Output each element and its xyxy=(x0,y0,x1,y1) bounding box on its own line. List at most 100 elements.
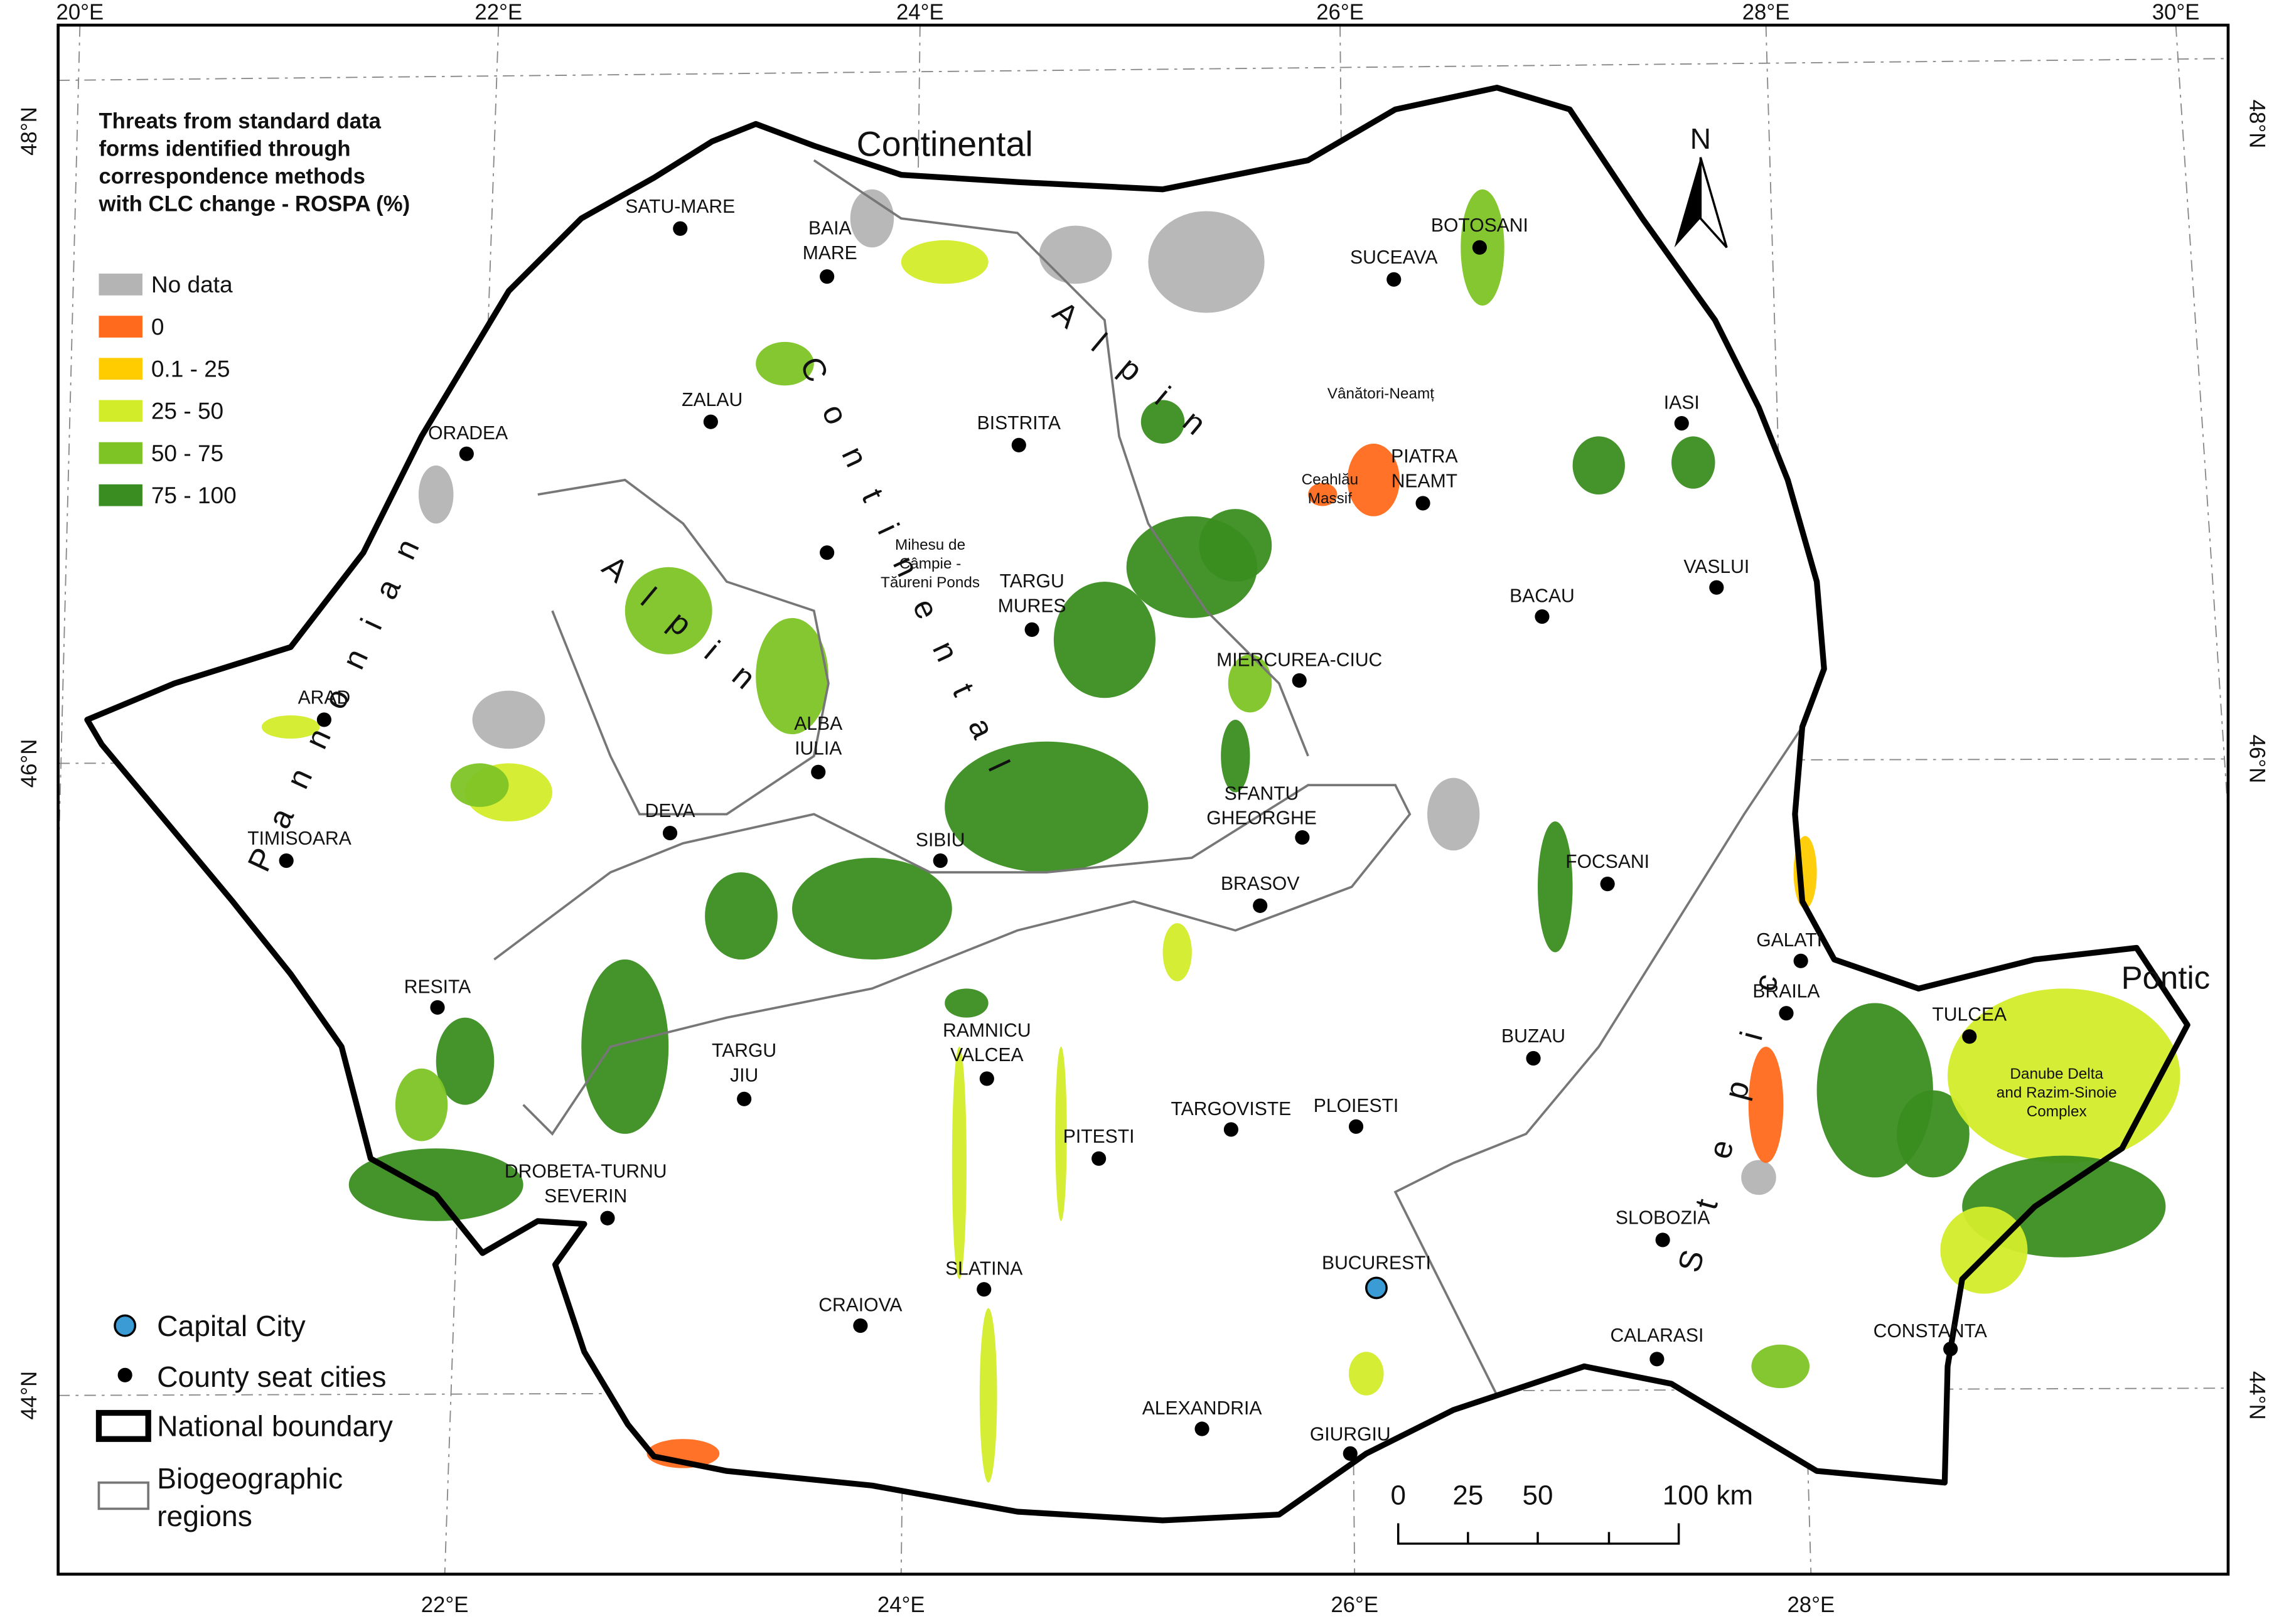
county-seat xyxy=(853,1318,868,1333)
city-label: SEVERIN xyxy=(544,1186,627,1207)
city-label: BRAILA xyxy=(1752,981,1820,1002)
habitat-patch xyxy=(1572,436,1625,495)
legend-label: No data xyxy=(151,271,233,297)
graticule-line xyxy=(57,25,81,873)
habitat-patch xyxy=(1221,719,1250,793)
city-label: PLOIESTI xyxy=(1314,1096,1398,1116)
north-arrow xyxy=(1674,157,1701,248)
legend-title: with CLC change - ROSPA (%) xyxy=(98,192,410,216)
legend-title: correspondence methods xyxy=(99,164,365,188)
habitat-patch xyxy=(581,959,669,1134)
city-label: GIURGIU xyxy=(1310,1424,1391,1445)
legend-region-symbol xyxy=(97,1481,150,1510)
county-seat xyxy=(703,414,718,429)
city-label: GALATI xyxy=(1756,930,1822,951)
county-seat xyxy=(1295,830,1310,845)
city-label: ALEXANDRIA xyxy=(1142,1398,1263,1419)
graticule-label: 48°N xyxy=(18,107,41,156)
habitat-patch xyxy=(450,763,509,807)
legend-label: 0.1 - 25 xyxy=(151,355,230,382)
graticule-line xyxy=(444,25,500,1574)
county-seat xyxy=(1223,1122,1238,1137)
city-label: PITESTI xyxy=(1063,1126,1135,1147)
city-label: DEVA xyxy=(645,801,696,821)
county-seat xyxy=(430,1000,445,1015)
city-label: BUZAU xyxy=(1501,1026,1565,1047)
county-seat xyxy=(662,825,678,841)
habitat-patch xyxy=(472,690,545,749)
habitat-patch xyxy=(1162,923,1192,981)
county-seat xyxy=(979,1071,994,1086)
habitat-patch xyxy=(1896,1090,1970,1178)
habitat-patch xyxy=(1741,1160,1776,1195)
protected-area-label: and Razim-Sinoie xyxy=(1997,1084,2117,1101)
protected-area-label: Mihesu de xyxy=(895,537,965,553)
protected-area-label: Tăureni Ponds xyxy=(881,574,980,591)
graticule-label: 22°E xyxy=(421,1593,469,1617)
city-label: VASLUI xyxy=(1683,557,1749,577)
city-label: BACAU xyxy=(1510,585,1575,606)
county-seat xyxy=(600,1210,615,1226)
county-seat xyxy=(933,853,948,868)
legend-title: forms identified through xyxy=(99,137,350,161)
region-boundary xyxy=(813,159,1309,757)
region-boundary xyxy=(537,478,830,816)
county-seat xyxy=(977,1282,992,1297)
city-label: VALCEA xyxy=(950,1045,1024,1066)
habitat-patch xyxy=(1427,777,1480,851)
graticule-label: 46°N xyxy=(2245,735,2269,784)
graticule-line xyxy=(58,758,2228,764)
habitat-patch xyxy=(418,465,454,524)
city-label: PIATRA xyxy=(1391,446,1458,467)
county-seat xyxy=(820,269,835,284)
legend-county-symbol xyxy=(117,1367,132,1382)
habitat-patch xyxy=(1148,211,1265,313)
protected-area-label: Vânători-Neamț xyxy=(1327,385,1434,402)
scale-label: 50 xyxy=(1523,1480,1553,1510)
county-seat xyxy=(1526,1050,1541,1066)
legend-label: County seat cities xyxy=(157,1360,386,1393)
city-label: IULIA xyxy=(795,739,842,759)
county-seat xyxy=(279,853,294,868)
legend-label: National boundary xyxy=(157,1410,394,1443)
habitat-patch xyxy=(901,240,989,284)
city-label: RESITA xyxy=(404,976,471,997)
graticule-line xyxy=(2175,24,2229,815)
city-label: TARGU xyxy=(1000,571,1064,592)
region-label: Pontic xyxy=(2121,959,2211,995)
north-label: N xyxy=(1690,122,1711,155)
habitat-patch xyxy=(979,1308,997,1483)
graticule-label: 24°E xyxy=(896,1,944,24)
graticule-line xyxy=(58,58,2228,81)
north-arrow xyxy=(1699,157,1728,248)
legend-label: regions xyxy=(157,1500,252,1532)
city-label: BUCURESTI xyxy=(1322,1253,1431,1273)
city-label: CALARASI xyxy=(1610,1325,1703,1346)
city-label: IASI xyxy=(1664,392,1700,413)
county-seat xyxy=(673,221,688,236)
legend-swatch xyxy=(99,484,142,506)
county-seat xyxy=(1343,1446,1358,1461)
habitat-patch xyxy=(1948,988,2180,1163)
graticule-label: 22°E xyxy=(475,1,522,24)
city-label: TARGOVISTE xyxy=(1171,1099,1292,1119)
city-label: MIERCUREA-CIUC xyxy=(1216,649,1382,670)
county-seat xyxy=(1600,877,1615,892)
city-label: BAIA xyxy=(808,218,852,239)
county-seat xyxy=(1472,240,1487,255)
habitat-patch xyxy=(436,1017,495,1105)
habitat-patch xyxy=(348,1148,523,1221)
city-label: BISTRITA xyxy=(977,413,1061,434)
legend-label: 25 - 50 xyxy=(151,398,223,424)
habitat-patch xyxy=(1537,821,1573,953)
habitat-patch xyxy=(1348,1352,1384,1396)
graticule-label: 46°N xyxy=(18,739,41,788)
habitat-patch xyxy=(792,857,952,960)
habitat-patch xyxy=(952,1046,967,1279)
habitat-patch xyxy=(395,1068,448,1141)
county-seat xyxy=(1386,272,1402,287)
habitat-patch xyxy=(1940,1206,2028,1294)
habitat-patch xyxy=(945,988,989,1018)
protected-area-label: Câmpie - xyxy=(899,555,962,572)
legend-capital-symbol xyxy=(114,1314,137,1337)
